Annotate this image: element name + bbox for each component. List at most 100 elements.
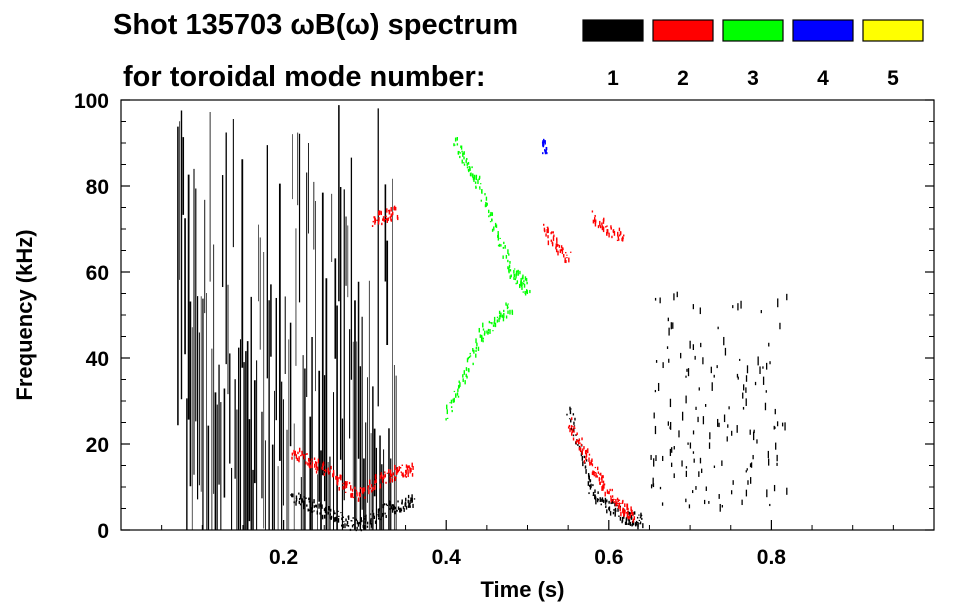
- spectral-mark: [452, 398, 454, 402]
- spectral-mark: [615, 498, 617, 503]
- spectral-mark: [740, 300, 742, 309]
- spectral-mark: [494, 222, 497, 228]
- spectral-mark: [409, 470, 411, 474]
- spectral-mark: [495, 224, 498, 228]
- spectral-mark: [465, 373, 467, 377]
- spectral-mark: [599, 497, 601, 502]
- spectral-mark: [524, 276, 527, 281]
- spectral-mark: [381, 513, 384, 517]
- spectral-mark: [597, 471, 600, 474]
- spectral-mark: [499, 314, 501, 320]
- spectral-mark: [592, 484, 594, 487]
- spectral-mark: [310, 507, 312, 510]
- spectral-mark: [491, 322, 493, 325]
- spectral-mark: [736, 373, 739, 378]
- spectral-mark: [585, 452, 588, 458]
- spectral-mark: [475, 187, 477, 189]
- spectral-mark: [390, 473, 393, 478]
- spectral-mark: [602, 484, 604, 489]
- spectral-mark: [302, 504, 305, 510]
- spectral-mark: [466, 162, 468, 166]
- spectral-mark: [509, 275, 511, 280]
- spectral-mark: [397, 469, 400, 473]
- spectral-mark: [466, 375, 468, 379]
- spectral-mark: [572, 428, 574, 430]
- spectral-mark: [330, 465, 332, 470]
- y-tick-label: 80: [86, 176, 109, 199]
- spectral-mark: [505, 254, 508, 259]
- spectral-mark: [601, 478, 603, 483]
- spectral-mark: [383, 503, 386, 506]
- spectral-mark: [386, 504, 388, 507]
- spectral-mark: [381, 516, 383, 519]
- spectral-mark: [455, 393, 457, 398]
- spectral-mark: [376, 219, 378, 221]
- spectral-mark: [346, 481, 348, 486]
- spectral-mark: [721, 505, 724, 508]
- spectral-mark: [569, 410, 572, 415]
- spectral-mark: [669, 421, 672, 430]
- spectral-mark: [582, 461, 584, 467]
- spectral-mark: [566, 413, 568, 416]
- spectral-mark: [616, 239, 619, 242]
- spectral-mark: [670, 322, 672, 330]
- spectral-mark: [391, 508, 394, 513]
- spectral-mark: [701, 468, 703, 474]
- spectral-mark: [315, 461, 318, 467]
- spectral-mark: [762, 376, 765, 385]
- spectral-mark: [475, 350, 477, 352]
- spectral-mark: [574, 417, 576, 421]
- spectral-mark: [547, 240, 550, 246]
- spectral-mark: [365, 516, 367, 522]
- spectral-mark: [552, 231, 554, 234]
- spectral-mark: [498, 310, 501, 314]
- spectral-mark: [627, 523, 629, 525]
- spectral-mark: [687, 368, 690, 377]
- spectral-mark: [619, 516, 622, 521]
- axes: 0 20 40 60 80 100 0.2 0.4 0.6 0.8: [74, 90, 934, 569]
- spectral-mark: [362, 491, 364, 495]
- spectral-mark: [516, 280, 519, 284]
- spectral-mark: [759, 366, 761, 374]
- spectral-mark: [522, 291, 524, 293]
- spectral-mark: [570, 251, 572, 253]
- spectral-mark: [291, 493, 293, 498]
- spectral-mark: [411, 498, 413, 503]
- spectral-mark: [623, 234, 625, 237]
- spectral-mark: [321, 504, 323, 509]
- legend-label-mode-4: 4: [817, 67, 829, 90]
- spectral-mark: [315, 470, 318, 474]
- spectral-mark: [573, 427, 575, 433]
- y-axis-label: Frequency (kHz): [12, 229, 37, 400]
- spectral-mark: [487, 331, 490, 334]
- spectral-mark: [600, 498, 602, 502]
- spectral-mark: [525, 289, 528, 293]
- spectral-mark: [379, 483, 382, 489]
- spectral-mark: [378, 217, 380, 222]
- spectral-mark: [585, 469, 587, 474]
- spectral-mark: [529, 289, 531, 294]
- spectral-mark: [379, 476, 382, 479]
- spectral-mark: [628, 516, 630, 520]
- spectral-mark: [360, 517, 362, 521]
- spectral-mark: [478, 177, 480, 180]
- spectral-mark: [368, 479, 371, 485]
- spectral-mark: [619, 506, 621, 510]
- spectral-mark: [784, 422, 786, 431]
- spectral-mark: [294, 453, 296, 456]
- spectral-mark: [384, 474, 386, 478]
- spectral-mark: [311, 461, 314, 464]
- spectral-mark: [594, 471, 597, 474]
- spectral-mark: [760, 310, 762, 314]
- spectral-mark: [297, 451, 299, 455]
- spectral-mark: [502, 246, 505, 249]
- spectral-mark: [335, 516, 337, 522]
- spectral-mark: [606, 231, 608, 236]
- spectral-mark: [351, 488, 354, 492]
- spectral-mark: [612, 501, 614, 504]
- spectral-mark: [581, 437, 583, 441]
- spectral-mark: [466, 358, 469, 363]
- spectral-mark: [394, 206, 396, 209]
- spectral-mark: [618, 502, 621, 507]
